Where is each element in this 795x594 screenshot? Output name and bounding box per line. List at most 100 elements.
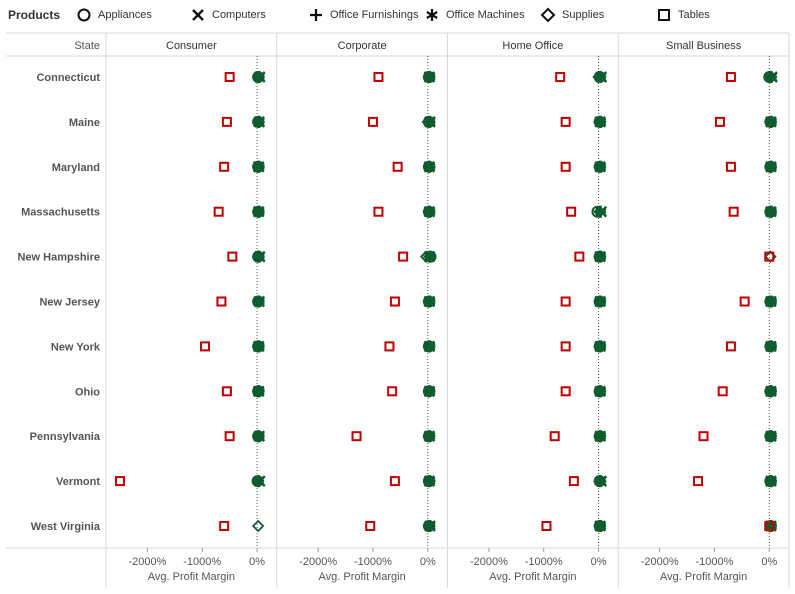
row-label: Vermont	[56, 476, 100, 488]
supplies-point	[593, 205, 606, 218]
supplies-point	[422, 429, 436, 443]
asterisk-icon	[426, 9, 438, 21]
tables-point	[365, 521, 376, 531]
supplies-point	[593, 340, 606, 353]
row-label: New York	[51, 341, 101, 353]
tables-point	[373, 206, 384, 217]
x-axis-title: Avg. Profit Margin	[489, 571, 576, 583]
tables-point	[568, 476, 579, 487]
supplies-point	[764, 205, 777, 218]
supplies-point	[422, 340, 436, 353]
legend-item-tables[interactable]: Tables	[656, 6, 710, 24]
supplies-point	[422, 160, 436, 174]
supplies-point	[593, 519, 606, 533]
legend-item-supplies[interactable]: Supplies	[540, 6, 604, 24]
tables-point	[566, 206, 577, 217]
tables-point	[725, 161, 736, 172]
x-tick-label: -2000%	[299, 556, 337, 568]
tables-point	[389, 296, 400, 307]
column-header: Home Office	[502, 40, 563, 52]
tables-point	[221, 386, 232, 397]
tables-point	[555, 72, 566, 82]
tables-point	[717, 386, 728, 397]
supplies-point	[422, 474, 436, 488]
supplies-point	[251, 385, 265, 398]
x-tick-label: -1000%	[354, 556, 392, 568]
row-label: Pennsylvania	[30, 431, 101, 443]
x-axis-title: Avg. Profit Margin	[660, 571, 747, 583]
supplies-point	[764, 70, 777, 84]
legend-item-office-furnishings[interactable]: Office Furnishings	[308, 6, 418, 24]
supplies-point	[764, 115, 777, 129]
supplies-point	[593, 115, 606, 129]
supplies-point	[251, 519, 265, 533]
supplies-point	[251, 474, 264, 488]
legend-item-office-machines[interactable]: Office Machines	[424, 6, 525, 24]
supplies-point	[592, 70, 605, 84]
supplies-point	[251, 70, 265, 84]
square-icon	[658, 9, 670, 21]
tables-point	[227, 251, 238, 262]
legend-item-appliances[interactable]: Appliances	[76, 6, 152, 24]
column-header: Corporate	[338, 40, 387, 52]
row-label: Connecticut	[36, 72, 100, 84]
supplies-point	[764, 160, 777, 174]
tables-point	[216, 296, 227, 307]
tables-point	[725, 72, 736, 82]
legend-item-computers[interactable]: Computers	[190, 6, 266, 24]
tables-point	[764, 521, 775, 531]
tables-point	[387, 386, 398, 397]
row-label: New Hampshire	[17, 252, 100, 264]
x-tick-label: -2000%	[128, 556, 166, 568]
supplies-point	[593, 474, 606, 488]
tables-point	[367, 116, 378, 127]
x-tick-label: -1000%	[525, 556, 563, 568]
supplies-point	[422, 385, 436, 398]
supplies-point	[251, 115, 265, 129]
supplies-point	[422, 295, 436, 308]
plus-icon	[310, 9, 322, 21]
legend-label: Supplies	[562, 9, 605, 21]
x-tick-label: 0%	[761, 556, 777, 568]
legend-title: Products	[8, 8, 61, 22]
legend-label: Office Furnishings	[330, 9, 419, 21]
x-tick-label: 0%	[591, 556, 607, 568]
tables-point	[560, 116, 571, 127]
supplies-point	[251, 250, 265, 263]
tables-point	[392, 161, 403, 172]
x-axis-title: Avg. Profit Margin	[319, 571, 406, 583]
tables-point	[199, 341, 210, 352]
tables-point	[213, 206, 224, 217]
supplies-point	[764, 474, 777, 488]
supplies-point	[421, 115, 435, 129]
legend-label: Appliances	[98, 9, 152, 21]
tables-point	[560, 386, 571, 397]
legend-label: Office Machines	[446, 9, 525, 21]
supplies-point	[422, 205, 436, 218]
row-label: Maine	[69, 117, 100, 129]
tables-point	[693, 476, 704, 487]
row-label: West Virginia	[31, 521, 101, 533]
supplies-point	[764, 385, 777, 398]
tables-point	[115, 476, 125, 487]
row-header-label: State	[74, 40, 100, 52]
tables-point	[560, 341, 571, 352]
tables-point	[541, 521, 552, 531]
x-tick-label: -2000%	[641, 556, 679, 568]
tables-point	[219, 521, 230, 531]
row-label: Maryland	[52, 162, 100, 174]
diamond-icon	[540, 7, 556, 23]
supplies-point	[422, 70, 436, 84]
x-tick-label: 0%	[420, 556, 436, 568]
supplies-point	[251, 160, 265, 174]
supplies-point	[251, 205, 265, 218]
supplies-point	[422, 519, 436, 533]
x-tick-label: 0%	[249, 556, 265, 568]
tables-point	[560, 296, 571, 307]
supplies-point	[251, 295, 265, 308]
tables-point	[739, 296, 750, 307]
x-tick-label: -1000%	[183, 556, 221, 568]
supplies-point	[593, 160, 606, 174]
tables-point	[384, 341, 395, 352]
supplies-point	[593, 295, 606, 308]
